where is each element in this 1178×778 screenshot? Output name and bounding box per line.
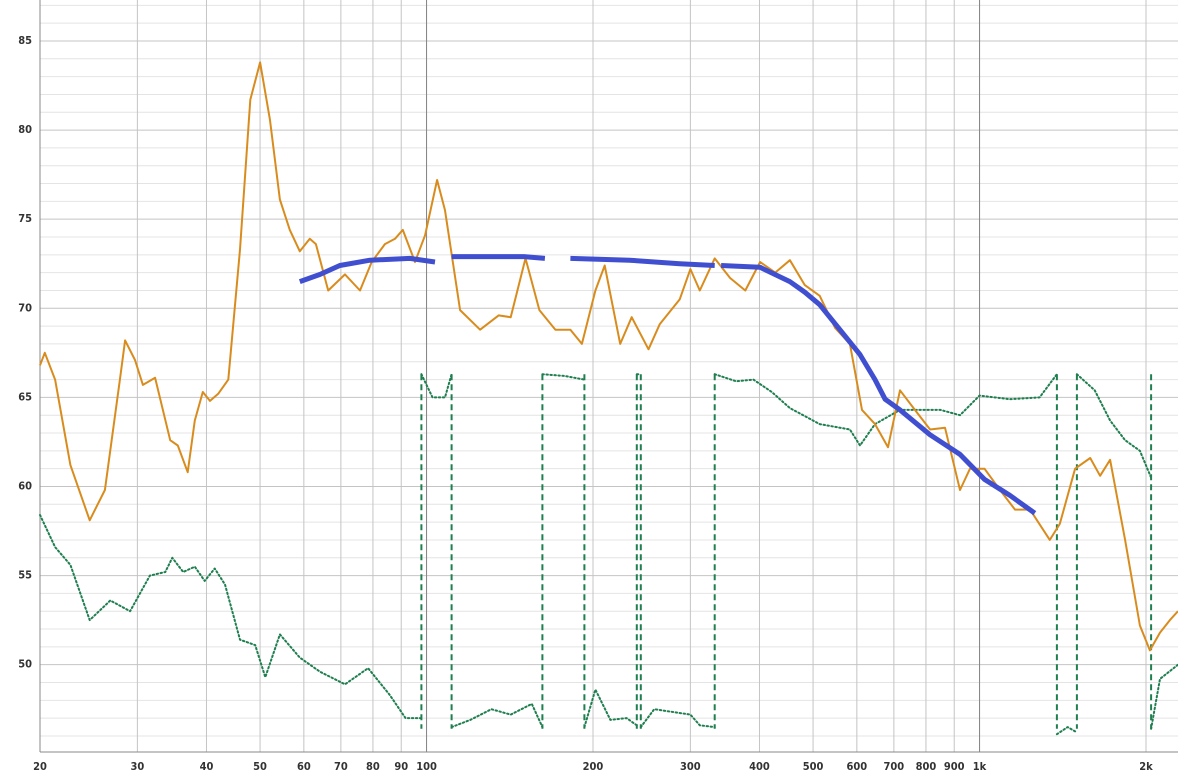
y-tick-label: 80 xyxy=(18,123,32,136)
series-line xyxy=(298,254,1037,516)
x-tick-label: 20 xyxy=(33,760,47,773)
y-tick-label: 50 xyxy=(18,658,32,671)
series-line xyxy=(420,374,1153,729)
x-tick-label: 700 xyxy=(884,760,905,773)
x-tick-label: 30 xyxy=(130,760,144,773)
y-tick-label: 75 xyxy=(18,212,32,225)
x-tick-label: 2k xyxy=(1139,760,1153,773)
x-tick-label: 40 xyxy=(200,760,214,773)
x-tick-label: 500 xyxy=(803,760,824,773)
x-tick-label: 80 xyxy=(366,760,380,773)
y-tick-label: 60 xyxy=(18,479,32,492)
x-tick-label: 400 xyxy=(749,760,770,773)
x-tick-label: 100 xyxy=(416,760,437,773)
y-tick-label: 65 xyxy=(18,390,32,403)
x-tick-label: 800 xyxy=(916,760,937,773)
x-tick-label: 50 xyxy=(253,760,267,773)
series-line xyxy=(39,373,1178,736)
x-tick-label: 70 xyxy=(334,760,348,773)
series-line xyxy=(39,61,1178,652)
x-tick-label: 60 xyxy=(297,760,311,773)
y-tick-label: 70 xyxy=(18,301,32,314)
y-tick-label: 85 xyxy=(18,34,32,47)
x-tick-label: 90 xyxy=(394,760,408,773)
x-tick-label: 600 xyxy=(847,760,868,773)
x-tick-label: 1k xyxy=(973,760,987,773)
y-tick-label: 55 xyxy=(18,569,32,582)
x-tick-label: 200 xyxy=(583,760,604,773)
x-tick-label: 900 xyxy=(944,760,965,773)
x-tick-label: 300 xyxy=(680,760,701,773)
